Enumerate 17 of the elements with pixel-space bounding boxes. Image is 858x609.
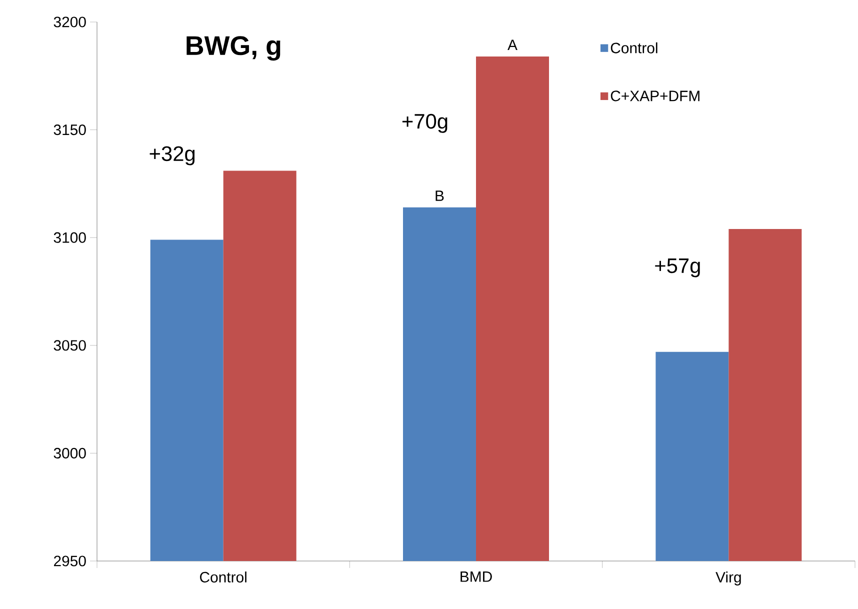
y-tick-label: 3100: [54, 232, 86, 243]
data-label: A: [508, 40, 518, 50]
y-tick-label: 3050: [54, 340, 86, 351]
data-label: B: [436, 190, 444, 201]
y-tick-label: 3200: [54, 16, 86, 28]
y-tick-label: 3000: [54, 448, 86, 458]
y-tick-label: 2950: [54, 556, 86, 566]
x-tick-label: Virg: [716, 572, 741, 586]
y-tick-label: 3150: [54, 124, 86, 136]
annotation: +32g: [150, 146, 195, 166]
annotation: +70g: [402, 114, 448, 133]
x-tick-label: Control: [200, 572, 246, 582]
chart-title: BWG, g: [186, 36, 280, 61]
legend-label: C+XAP+DFM: [610, 90, 700, 102]
annotation: +57g: [655, 258, 700, 278]
x-tick-label: BMD: [460, 572, 492, 582]
legend-label: Control: [610, 42, 658, 54]
